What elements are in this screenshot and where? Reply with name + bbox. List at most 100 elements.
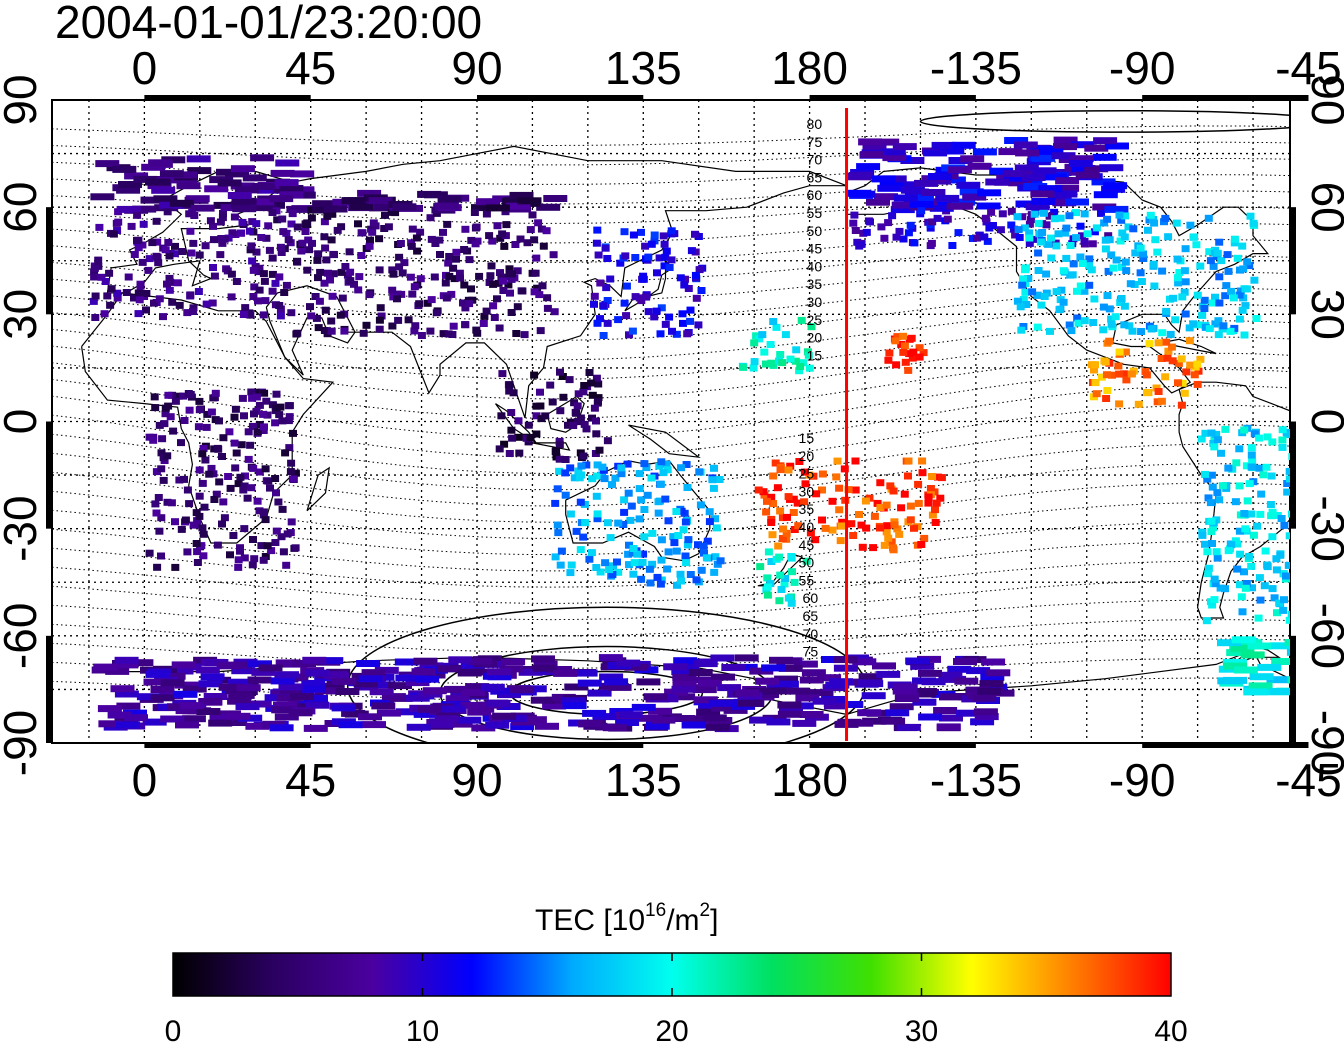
- tec-cell: [1235, 581, 1244, 589]
- tec-cell: [165, 252, 174, 260]
- tec-cell: [275, 302, 284, 309]
- tec-cell: [291, 191, 316, 199]
- tec-cell: [320, 218, 329, 226]
- tec-cell: [1073, 287, 1081, 295]
- tec-cell: [216, 251, 225, 259]
- tec-cell: [275, 273, 284, 281]
- tec-cell: [241, 472, 249, 480]
- tec-cell: [1118, 229, 1127, 237]
- tec-cell: [886, 482, 895, 490]
- tec-cell: [452, 255, 460, 263]
- tec-cell: [857, 709, 882, 717]
- tec-cell: [535, 722, 559, 730]
- tec-cell: [776, 571, 785, 579]
- tec-cell: [1288, 453, 1290, 461]
- top-lon-tick-label: -135: [930, 42, 1022, 94]
- tec-cell: [793, 660, 818, 668]
- tec-cell: [855, 511, 863, 518]
- tec-cell: [361, 669, 386, 677]
- tec-cell: [232, 197, 257, 205]
- tec-cell: [496, 234, 505, 242]
- tec-cell: [1021, 174, 1046, 181]
- maglat-label-south: 45: [799, 537, 815, 553]
- tec-cell: [577, 462, 586, 470]
- tec-cell: [848, 172, 873, 179]
- tec-cell: [892, 687, 917, 695]
- tec-cell: [663, 466, 672, 474]
- tec-cell: [933, 214, 942, 222]
- tec-cell: [1093, 191, 1118, 199]
- tec-cell: [1104, 205, 1129, 213]
- tec-cell: [181, 715, 206, 723]
- tec-cell: [230, 182, 255, 190]
- tec-cell: [314, 274, 322, 282]
- tec-cell: [837, 522, 846, 530]
- tec-cell: [269, 195, 294, 203]
- tec-cell: [1027, 216, 1035, 224]
- coastline: [306, 466, 330, 512]
- tec-cell: [193, 517, 202, 525]
- top-lon-tick-label: 45: [285, 42, 336, 94]
- tec-cell: [161, 672, 186, 680]
- tec-cell: [1236, 287, 1245, 295]
- tec-cell: [1020, 224, 1029, 232]
- tec-cell: [1019, 323, 1028, 330]
- tec-cell: [601, 244, 610, 252]
- magnetic-contour: [52, 336, 1290, 400]
- tec-cell: [175, 721, 199, 729]
- tec-cell: [569, 422, 578, 429]
- tec-cell: [400, 259, 409, 267]
- tec-cell: [166, 413, 175, 421]
- tec-cell: [1121, 258, 1130, 266]
- tec-cell: [107, 711, 132, 719]
- tec-cell: [1178, 379, 1187, 387]
- tec-cell: [345, 248, 354, 256]
- tec-cell: [375, 325, 384, 333]
- tec-cell: [1080, 287, 1089, 295]
- maglat-label-south: 35: [799, 501, 815, 517]
- tec-cell: [763, 687, 788, 695]
- maglat-label-north: 25: [807, 312, 823, 328]
- tec-cell: [974, 713, 999, 721]
- tec-cell: [603, 437, 612, 445]
- tec-cell: [150, 694, 175, 702]
- tec-cell: [1069, 155, 1094, 163]
- tec-cell: [645, 565, 654, 573]
- tec-cell: [617, 464, 626, 472]
- tec-cell: [912, 690, 936, 698]
- tec-cell: [228, 692, 253, 700]
- magnetic-contour: [52, 320, 1290, 380]
- tec-cell: [1206, 257, 1215, 265]
- tec-cell: [186, 155, 211, 163]
- tec-cell: [787, 553, 796, 560]
- tec-cell: [1261, 547, 1270, 555]
- tec-cell: [897, 181, 922, 189]
- tec-cell: [160, 679, 185, 687]
- tec-cell: [554, 529, 563, 537]
- tec-cell: [173, 279, 182, 287]
- tec-cell: [642, 464, 651, 472]
- tec-cell: [1207, 429, 1216, 437]
- tec-cell: [223, 267, 232, 275]
- tec-cell: [259, 270, 268, 278]
- tec-cell: [661, 253, 670, 261]
- tec-cell: [255, 507, 264, 515]
- tec-cell: [456, 274, 464, 282]
- tec-cell: [663, 565, 672, 573]
- tec-cell: [696, 501, 705, 509]
- tec-cell: [580, 420, 589, 428]
- tec-cell: [134, 236, 143, 244]
- tec-cell: [1275, 599, 1284, 607]
- tec-cell: [500, 242, 509, 250]
- tec-cell: [236, 544, 244, 552]
- tec-cell: [1315, 688, 1339, 695]
- tec-cell: [683, 330, 692, 338]
- tec-cell: [694, 541, 702, 549]
- tec-cell: [1200, 305, 1209, 312]
- tec-cell: [645, 722, 670, 730]
- tec-cell: [579, 388, 588, 396]
- tec-cell: [1334, 458, 1342, 465]
- tec-cell: [1172, 219, 1181, 227]
- tec-cell: [1066, 242, 1075, 249]
- tec-cell: [899, 235, 908, 243]
